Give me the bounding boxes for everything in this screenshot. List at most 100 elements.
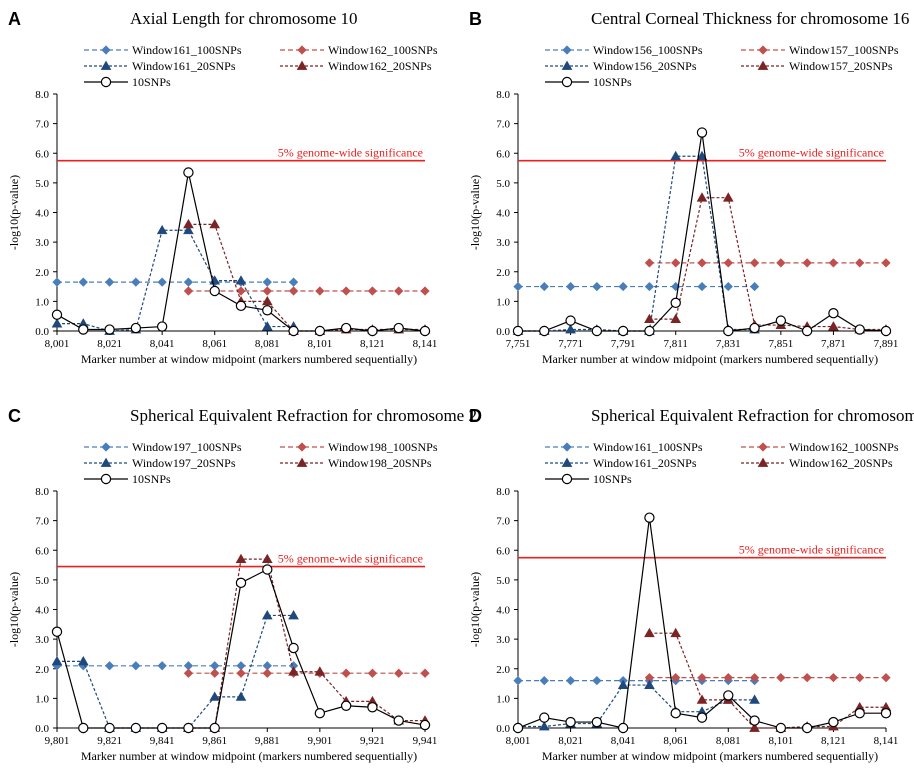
y-tick-label: 6.0 [35,148,49,160]
data-point [776,258,786,268]
data-point [104,722,115,734]
data-point [51,318,63,328]
legend-marker [561,473,573,485]
data-point [288,277,299,287]
legend-marker [758,45,768,55]
legend-marker [100,76,112,88]
legend-label: Window162_20SNPs [789,456,893,470]
y-tick-label: 4.0 [496,605,510,617]
data-point [261,553,273,564]
legend-marker [101,45,111,55]
y-axis-label: -log10(p-value) [7,572,21,647]
x-tick-label: 9,941 [413,735,438,747]
x-tick-label: 8,041 [150,338,175,350]
legend-marker [297,45,307,55]
series-window162-100snps [644,673,891,683]
chart-title: Spherical Equivalent Refraction for chro… [130,406,477,425]
data-point [538,721,550,731]
data-point [880,325,892,337]
series-line [188,223,425,332]
data-point [419,325,431,337]
data-point [644,281,655,292]
x-tick-label: 7,751 [506,338,531,350]
data-point [696,694,708,704]
data-point [828,673,839,683]
data-point [696,192,708,202]
data-point [183,286,194,296]
data-point [775,722,787,734]
data-point [723,673,733,683]
x-axis-label: Marker number at window midpoint (marker… [81,352,417,366]
data-point [855,673,865,683]
data-point [78,722,89,734]
data-point [261,295,273,306]
y-tick-label: 4.0 [496,208,510,220]
legend-label: Window156_100SNPs [593,43,703,57]
chart-panel-a: A Axial Length for chromosome 10 Window161… [7,9,438,366]
x-tick-label: 8,121 [360,338,385,350]
x-axis-label: Marker number at window midpoint (marker… [542,749,878,763]
x-tick-label: 9,901 [307,735,332,747]
x-tick-label: 8,101 [768,735,793,747]
chart-title: Central Corneal Thickness for chromosome… [591,9,909,28]
data-point [183,668,194,678]
data-point [235,300,247,312]
data-point [157,277,167,287]
data-point [156,722,168,734]
data-point [156,321,168,332]
series-window198-20snps [183,553,431,732]
data-point [670,313,682,324]
significance-label: 5% genome-wide significance [278,552,423,566]
data-point [880,707,892,719]
x-tick-label: 8,061 [663,735,688,747]
chart-panel-c: C Spherical Equivalent Refraction for chr… [7,406,477,763]
series-line [649,197,886,331]
y-tick-label: 2.0 [35,267,49,279]
x-tick-label: 8,141 [413,338,438,350]
y-tick-label: 8.0 [496,486,510,498]
data-point [854,324,865,335]
legend-label: 10SNPs [593,75,632,89]
legend-marker [757,457,769,467]
data-point [367,702,378,713]
x-tick-label: 8,061 [202,338,227,350]
x-tick-label: 9,861 [202,735,227,747]
data-point [209,218,221,229]
data-point [512,325,524,337]
data-point [881,673,891,683]
data-point [104,324,115,335]
data-point [644,313,655,324]
data-point [618,281,628,292]
x-tick-label: 7,831 [716,338,741,350]
legend-marker [758,442,768,452]
x-tick-label: 8,081 [716,735,741,747]
y-tick-label: 1.0 [496,296,510,308]
y-tick-label: 1.0 [35,693,49,705]
data-point [183,224,194,235]
panel-letter: C [8,406,21,426]
y-tick-label: 5.0 [496,178,510,190]
y-tick-label: 7.0 [35,119,49,131]
data-point [670,150,682,161]
data-point [288,286,299,296]
data-point [78,324,89,335]
x-tick-label: 7,771 [558,338,583,350]
x-tick-label: 9,921 [360,735,385,747]
data-point [209,722,220,734]
significance-label: 5% genome-wide significance [739,543,884,557]
data-point [775,315,787,326]
data-point [592,675,602,686]
legend-marker [297,442,307,452]
x-tick-label: 8,001 [45,338,70,350]
series-window197-20snps [51,610,299,732]
data-point [591,716,603,728]
data-point [671,673,681,683]
x-axis-label: Marker number at window midpoint (marker… [542,352,878,366]
legend-label: 10SNPs [132,472,171,486]
legend-marker [100,473,112,485]
data-point [183,722,194,734]
data-point [801,722,813,734]
data-point [52,277,62,287]
chart-title: Spherical Equivalent Refraction for chro… [591,406,914,425]
